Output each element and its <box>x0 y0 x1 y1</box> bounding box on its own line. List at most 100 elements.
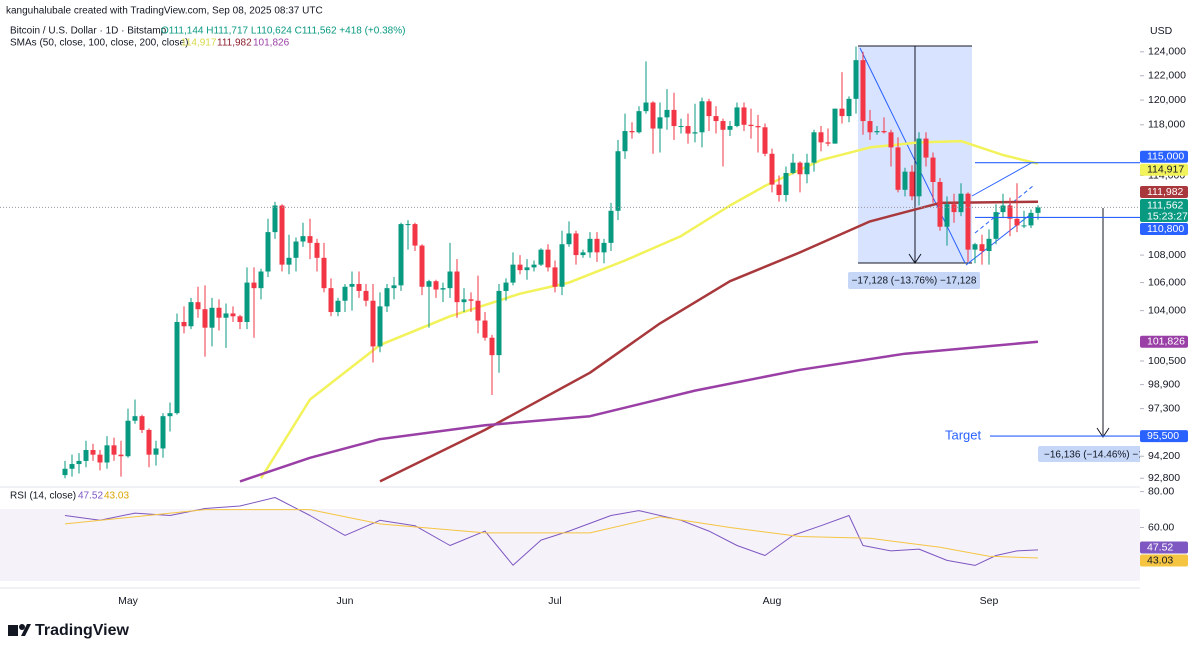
candle-body <box>979 244 985 252</box>
candle-body <box>958 193 964 213</box>
candle-body <box>545 249 551 268</box>
candle-body <box>363 290 369 301</box>
candle-body <box>97 454 103 463</box>
candle-body <box>1014 218 1020 226</box>
measure-label-box <box>1038 446 1148 462</box>
candle-body <box>118 454 124 457</box>
overlay-title: SMAs (50, close, 100, close, 200, close) <box>10 38 188 49</box>
candle-body <box>433 281 439 290</box>
candle-body <box>538 249 544 265</box>
sma-value: 101,826 <box>253 38 290 49</box>
candle-body <box>916 138 922 197</box>
candle-body <box>160 416 166 449</box>
candle-body <box>510 264 516 283</box>
y-tick-label: 98,900 <box>1148 378 1180 390</box>
x-tick-label: Aug <box>763 595 782 607</box>
candle-body <box>1021 225 1027 227</box>
price-badge <box>1140 199 1188 223</box>
measure-label: −16,136 (−14.46%) −16,136 <box>1044 450 1169 461</box>
candle-body <box>930 157 936 182</box>
candle-body <box>1000 205 1006 213</box>
candle-body <box>1007 205 1013 219</box>
y-tick-label: 120,000 <box>1148 94 1186 106</box>
candle-body <box>132 416 138 421</box>
candle-body <box>244 282 250 322</box>
candle-body <box>853 60 859 99</box>
candle-body <box>265 232 271 272</box>
candle-body <box>790 162 796 173</box>
candle-body <box>965 193 971 250</box>
candle-body <box>839 108 845 117</box>
candle-body <box>580 252 586 256</box>
line <box>239 340 1039 483</box>
candle-body <box>573 233 579 256</box>
y-tick-label: 80.00 <box>1148 485 1174 497</box>
candle-body <box>972 244 978 250</box>
candle-body <box>349 283 355 287</box>
candle-body <box>104 445 110 463</box>
candle-body <box>62 468 68 476</box>
candle-body <box>293 241 299 258</box>
candle-body <box>937 181 943 227</box>
sma-value: 111,982 <box>217 38 252 49</box>
candle-body <box>678 126 684 128</box>
candle-body <box>825 142 831 144</box>
x-tick-label: Jul <box>548 595 561 607</box>
x-tick-label: Jun <box>337 595 354 607</box>
candle-body <box>111 445 117 455</box>
candle-body <box>461 299 467 303</box>
candle-body <box>167 413 173 417</box>
price-axis-background <box>1140 0 1200 615</box>
symbol-title: Bitcoin / U.S. Dollar · 1D · Bitstamp <box>10 26 167 37</box>
sma-value: 114,917 <box>181 38 217 49</box>
candle-body <box>727 126 733 130</box>
candle-body <box>503 282 509 291</box>
candle-body <box>139 416 145 430</box>
candle-body <box>328 288 334 313</box>
candle-body <box>552 267 558 287</box>
candle-body <box>615 151 621 211</box>
plot-area: −17,128 (−13.76%) −17,128 −16,136 (−14.4… <box>0 45 1169 589</box>
price-badge <box>1140 186 1188 199</box>
candle-body <box>566 233 572 245</box>
candle-body <box>720 121 726 130</box>
candle-body <box>370 300 376 347</box>
price-badge <box>1140 430 1188 443</box>
line <box>64 509 1039 559</box>
price-badge-label: 115,000 <box>1147 150 1184 162</box>
candle-body <box>307 236 313 243</box>
line <box>379 200 1039 483</box>
candle-body <box>818 132 824 143</box>
axis-layer: USD May Jun Jul Aug Sep 124,000 122,000 120,000… <box>118 25 1188 607</box>
candle-body <box>951 204 957 213</box>
y-tick-label: 124,000 <box>1148 46 1186 58</box>
candle-body <box>748 124 754 127</box>
candle-body <box>83 449 89 461</box>
candle-body <box>559 244 565 287</box>
y-tick-label: 97,300 <box>1148 402 1180 414</box>
channel-line <box>965 213 1032 266</box>
candle-body <box>776 184 782 196</box>
candle-body <box>412 224 418 246</box>
logo-mark <box>21 624 31 636</box>
candle-body <box>454 271 460 303</box>
candle-body <box>76 460 82 465</box>
candle-body <box>153 448 159 455</box>
candle-body <box>657 117 663 129</box>
y-tick-label: 94,200 <box>1148 450 1180 462</box>
y-tick-label: 92,800 <box>1148 472 1180 484</box>
price-badge-label: 95,500 <box>1147 430 1179 442</box>
line <box>64 497 1039 566</box>
candle-body <box>524 267 530 271</box>
candle-body <box>1028 212 1034 226</box>
candle-body <box>335 300 341 313</box>
logo-mark <box>8 625 18 636</box>
candle-body <box>174 321 180 414</box>
rsi-title: RSI (14, close) <box>10 491 76 502</box>
arrow-head <box>1096 427 1110 438</box>
brand-logo: TradingView <box>8 622 130 639</box>
candle-body <box>685 126 691 134</box>
candle-body <box>867 121 873 133</box>
candle-body <box>762 127 768 154</box>
